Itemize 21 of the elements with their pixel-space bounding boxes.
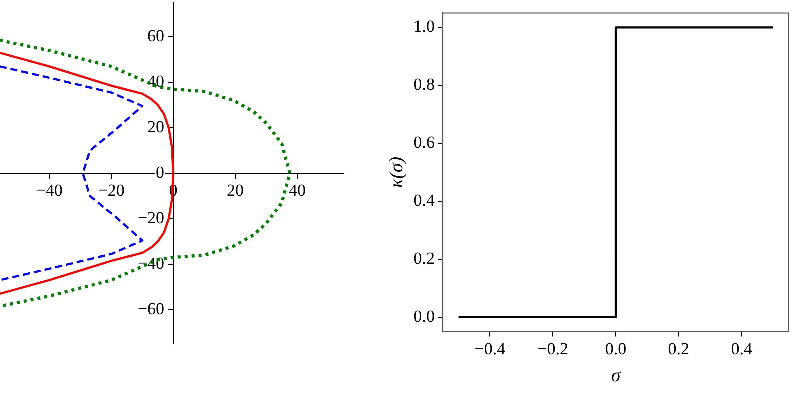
y-axis-title: κ(σ) — [386, 156, 408, 188]
y-tick-label: 60 — [148, 26, 165, 46]
x-tick-label: 0.4 — [731, 339, 753, 358]
x-tick-label: −20 — [98, 181, 125, 200]
y-tick-label: −60 — [138, 299, 165, 318]
y-tick-label: 20 — [148, 118, 165, 136]
y-tick-label: −20 — [138, 208, 165, 228]
x-tick-label: 0.2 — [668, 339, 690, 358]
y-tick-label: 0.8 — [414, 75, 436, 94]
y-tick-label: 1.0 — [414, 17, 436, 36]
x-tick-label: 20 — [227, 181, 244, 200]
x-tick-label: 0.0 — [605, 339, 627, 358]
x-tick-label: 40 — [289, 181, 306, 200]
x-tick-label: −0.4 — [474, 339, 506, 358]
y-tick-label: 0.2 — [414, 248, 436, 268]
x-tick-label: −0.2 — [538, 339, 569, 358]
x-axis-title: σ — [611, 366, 622, 387]
y-tick-label: 0 — [156, 162, 165, 182]
y-tick-label: 0.6 — [414, 133, 436, 152]
x-tick-label: −40 — [36, 181, 63, 200]
y-tick-label: 0.0 — [414, 306, 436, 326]
